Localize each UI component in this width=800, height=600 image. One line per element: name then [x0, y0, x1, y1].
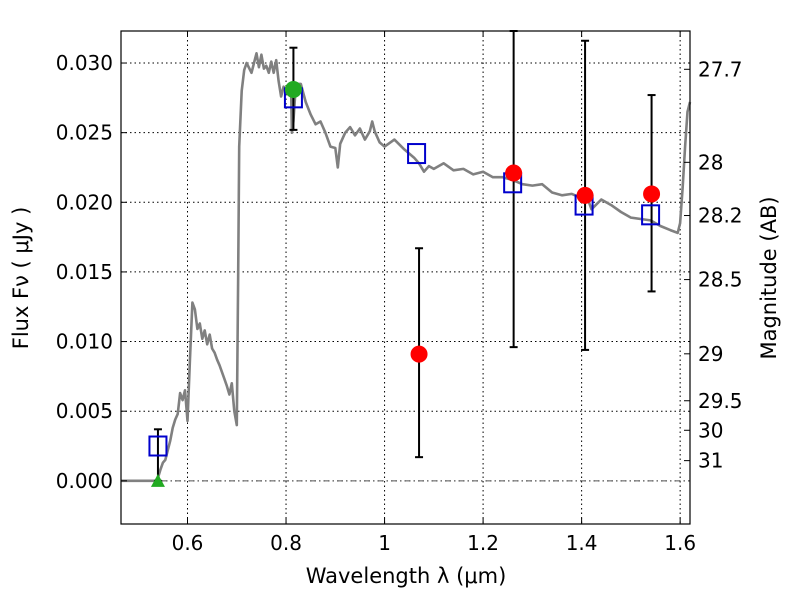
y-tick-label: 0.030 [56, 51, 113, 75]
x-tick-label: 1.6 [664, 531, 696, 555]
observed-point-marker [284, 80, 302, 98]
grid [121, 31, 690, 524]
y2-tick-label: 29.5 [698, 389, 743, 413]
y-tick-label: 0.025 [56, 121, 113, 145]
observed-point-marker [576, 186, 594, 204]
y-axis-right: 27.7 28 28.2 28.5 29 29.5 30 31 [684, 57, 743, 473]
observed-markers [150, 80, 661, 487]
y2-axis-label: Magnitude (AB) [757, 196, 781, 359]
plot-area [121, 30, 692, 487]
y2-tick-label: 28.5 [698, 268, 743, 292]
y2-tick-label: 31 [698, 449, 723, 473]
y2-tick-label: 28.2 [698, 204, 743, 228]
x-tick-label: 1 [378, 531, 391, 555]
y2-tick-label: 29 [698, 342, 723, 366]
y-axis-label: Flux Fν ( μJy ) [9, 207, 33, 350]
y2-tick-label: 30 [698, 418, 723, 442]
model-square-marker [407, 143, 427, 165]
y2-tick-label: 28 [698, 150, 723, 174]
y2-tick-label: 27.7 [698, 57, 743, 81]
x-tick-label: 1.4 [566, 531, 598, 555]
axes-frame [120, 30, 691, 525]
observed-point-marker [505, 164, 523, 182]
x-tick-label: 0.8 [270, 531, 302, 555]
y-tick-label: 0.020 [56, 190, 113, 214]
y-tick-label: 0.000 [56, 469, 113, 493]
model-square-marker [148, 435, 168, 457]
observed-point-marker [643, 185, 661, 203]
y-tick-label: 0.005 [56, 399, 113, 423]
observed-point-marker [410, 345, 428, 363]
x-axis: 0.6 0.8 1 1.2 1.4 1.6 [172, 31, 696, 555]
x-tick-label: 1.2 [467, 531, 499, 555]
y-tick-label: 0.015 [56, 260, 113, 284]
y-axis-left: 0.000 0.005 0.010 0.015 0.020 0.025 0.030 [56, 51, 127, 493]
upper-limit-marker [150, 473, 165, 487]
model-sed-curve [121, 52, 692, 483]
error-bars [153, 30, 656, 482]
y-tick-label: 0.010 [56, 330, 113, 354]
x-axis-label: Wavelength λ (μm) [306, 564, 507, 588]
model-square-marker [641, 204, 661, 226]
x-tick-label: 0.6 [172, 531, 204, 555]
